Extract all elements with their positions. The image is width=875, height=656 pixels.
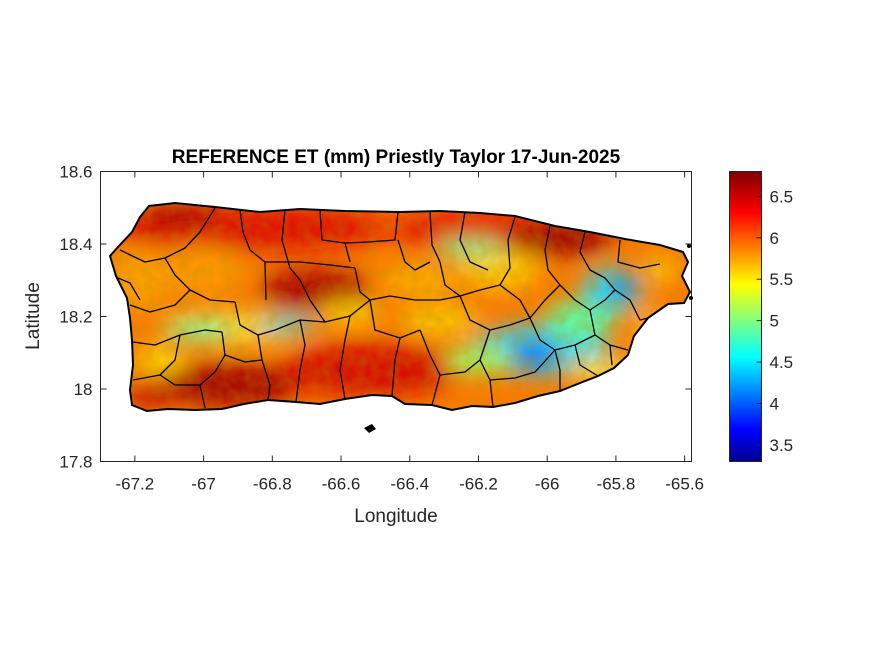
y-tick-label: 17.8 [59,453,92,472]
colorbar-tick-label: 5 [770,312,779,331]
y-tick-label: 18 [74,380,93,399]
y-axis: 18.6 18.4 18.2 18 17.8 [59,163,692,472]
municipality-boundaries [117,207,661,409]
et-heatmap [110,203,690,411]
colorbar-tick-label: 5.5 [770,270,794,289]
x-tick-label: -66.8 [253,475,292,494]
colorbar [729,171,762,462]
y-tick-label: 18.4 [59,235,92,254]
x-tick-label: -66.4 [390,475,429,494]
colorbar-tick-label: 4 [770,395,779,414]
x-axis-label: Longitude [354,506,437,527]
colorbar-tick-label: 3.5 [770,436,794,455]
colorbar-tick-label: 4.5 [770,353,794,372]
x-tick-label: -67 [191,475,216,494]
x-tick-label: -66.2 [459,475,498,494]
colorbar-ticks: 6.5 6 5.5 5 4.5 4 3.5 [756,187,794,455]
y-tick-label: 18.6 [59,163,92,182]
x-tick-label: -66.6 [322,475,361,494]
chart-title: REFERENCE ET (mm) Priestly Taylor 17-Jun… [172,147,621,168]
x-axis: -67.2 -67 -66.8 -66.6 -66.4 -66.2 -66 -65.8 -65.… [115,171,704,494]
colorbar-tick-label: 6.5 [770,187,794,206]
x-tick-label: -67.2 [115,475,154,494]
islets [364,244,693,433]
x-tick-label: -65.6 [665,475,704,494]
colorbar-tick-label: 6 [770,229,779,248]
y-axis-label: Latitude [23,282,44,350]
x-tick-label: -66 [535,475,560,494]
y-tick-label: 18.2 [59,308,92,327]
x-tick-label: -65.8 [597,475,636,494]
